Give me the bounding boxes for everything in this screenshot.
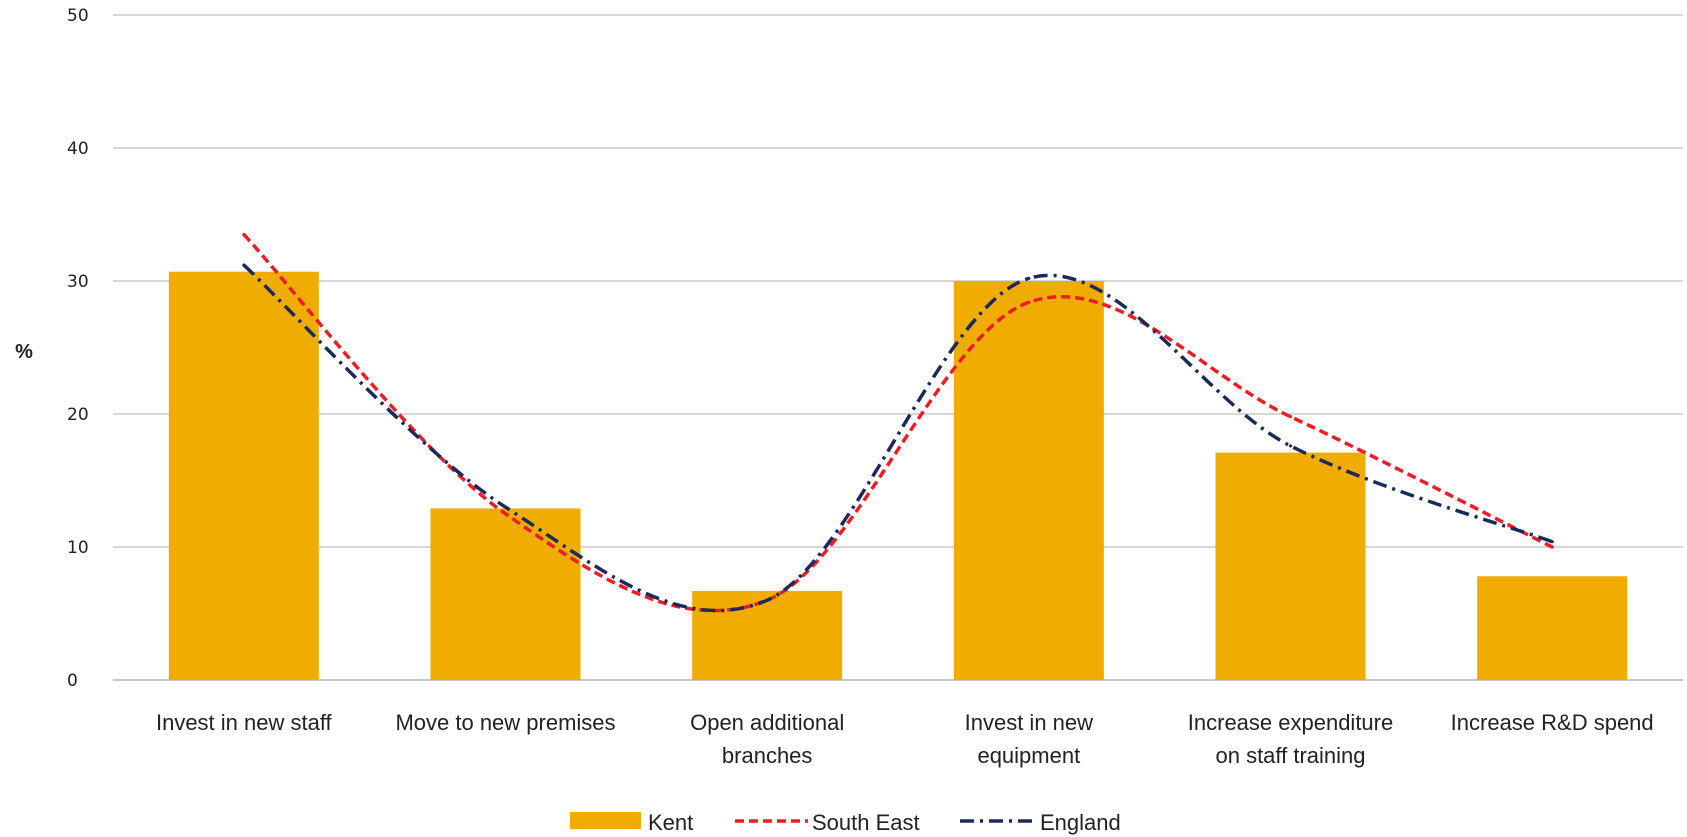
x-category-label: Move to new premises <box>395 710 615 735</box>
y-tick-label: 30 <box>67 272 89 292</box>
y-tick-label: 20 <box>67 405 89 425</box>
bar-kent <box>1215 452 1366 680</box>
y-tick-label: 0 <box>67 671 78 691</box>
legend: Kent South East England <box>570 810 1121 835</box>
point-south-east <box>242 232 246 237</box>
x-category-label: Invest in new staff <box>156 710 333 735</box>
bar-kent <box>692 590 843 680</box>
y-tick-label: 50 <box>67 6 89 26</box>
line-south-east <box>242 233 1553 613</box>
legend-label-england: England <box>1040 810 1121 835</box>
legend-swatch-kent <box>570 812 641 829</box>
y-axis-ticks: 0 10 20 30 40 50 <box>67 6 89 691</box>
x-category-label: Invest in new equipment <box>965 710 1094 768</box>
gridlines <box>113 14 1683 681</box>
y-axis-label: % <box>15 341 33 363</box>
point-south-east <box>1027 300 1031 304</box>
x-category-label: Open additional branches <box>690 710 844 768</box>
x-axis-categories: Invest in new staff Move to new premises O… <box>156 710 1654 768</box>
point-england <box>765 598 769 602</box>
bar-kent <box>168 271 319 680</box>
point-england <box>1027 276 1031 280</box>
point-england <box>242 263 246 267</box>
y-tick-label: 40 <box>67 139 89 159</box>
legend-label-south-east: South East <box>812 810 920 835</box>
point-south-east <box>503 512 508 516</box>
point-england <box>1288 444 1293 448</box>
y-tick-label: 10 <box>67 538 89 558</box>
bar-kent <box>953 281 1104 680</box>
point-south-east <box>1550 545 1554 549</box>
legend-label-kent: Kent <box>648 810 693 835</box>
series-lines <box>242 232 1554 613</box>
bar-kent <box>430 508 581 680</box>
point-england <box>503 505 508 509</box>
bar-kent <box>1477 576 1628 680</box>
point-south-east <box>1288 415 1293 419</box>
point-england <box>1550 540 1554 544</box>
x-category-label: Increase R&D spend <box>1451 710 1654 735</box>
x-category-label: Increase expenditure on staff training <box>1188 710 1393 768</box>
line-england <box>242 263 1553 613</box>
kent-bars <box>168 271 1628 680</box>
